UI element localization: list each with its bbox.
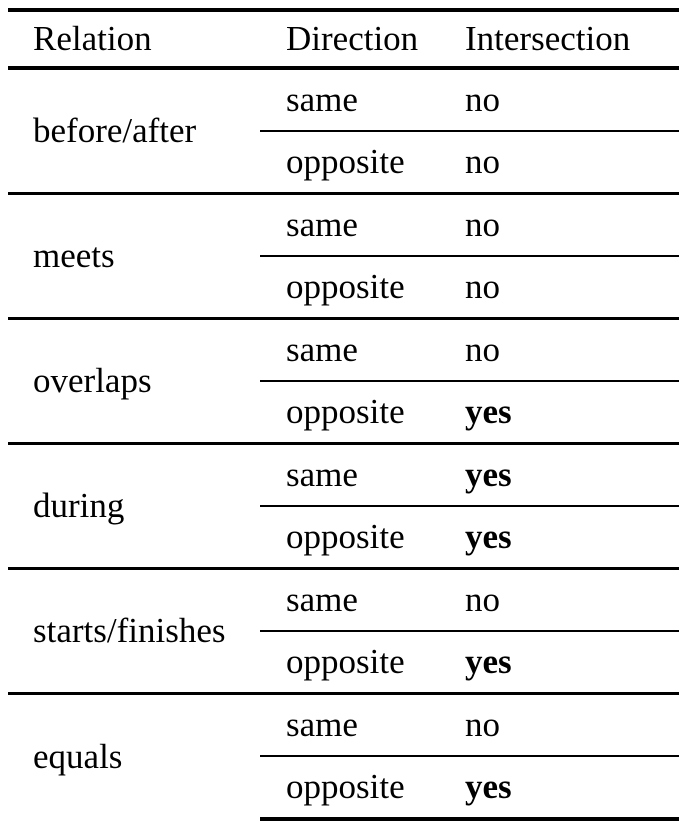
intersection-cell: yes	[448, 755, 679, 821]
direction-cell: opposite	[260, 130, 448, 194]
intersection-cell: no	[448, 317, 679, 381]
table-header: Relation Direction Intersection	[8, 8, 679, 70]
table-row: equals same no	[8, 692, 679, 819]
relation-cell: before/after	[8, 66, 260, 194]
table-row: before/after same no	[8, 66, 679, 194]
table-row: meets same no	[8, 192, 679, 319]
table-row: overlaps same no	[8, 317, 679, 444]
intersection-cell: yes	[448, 630, 679, 694]
direction-cell: opposite	[260, 630, 448, 694]
header-direction: Direction	[260, 8, 448, 70]
table-row: opposite no	[8, 130, 679, 194]
relation-cell: during	[8, 442, 260, 569]
direction-cell: same	[260, 692, 448, 756]
relation-cell: meets	[8, 192, 260, 319]
relation-cell: equals	[8, 692, 260, 819]
direction-cell: same	[260, 317, 448, 381]
header-relation: Relation	[8, 8, 260, 70]
intersection-cell: yes	[448, 505, 679, 569]
table-row: opposite no	[8, 255, 679, 319]
header-intersection: Intersection	[448, 8, 679, 70]
direction-cell: same	[260, 567, 448, 631]
relation-cell: overlaps	[8, 317, 260, 444]
direction-cell: opposite	[260, 255, 448, 319]
direction-cell: same	[260, 66, 448, 131]
header-row: Relation Direction Intersection	[8, 8, 679, 70]
intersection-cell: yes	[448, 442, 679, 506]
relation-cell: starts/finishes	[8, 567, 260, 694]
table-row: opposite yes	[8, 630, 679, 694]
direction-cell: opposite	[260, 380, 448, 444]
table-row: opposite yes	[8, 380, 679, 444]
direction-cell: opposite	[260, 755, 448, 821]
table-row: during same yes	[8, 442, 679, 569]
table-row: starts/finishes same no	[8, 567, 679, 694]
intersection-cell: no	[448, 567, 679, 631]
intersection-cell: no	[448, 130, 679, 194]
intersection-cell: no	[448, 255, 679, 319]
table-row: opposite yes	[8, 755, 679, 821]
direction-cell: same	[260, 442, 448, 506]
intersection-cell: no	[448, 192, 679, 256]
intersection-cell: no	[448, 66, 679, 131]
direction-cell: same	[260, 192, 448, 256]
intersection-cell: no	[448, 692, 679, 756]
table-row: opposite yes	[8, 505, 679, 569]
intersection-cell: yes	[448, 380, 679, 444]
table-body: before/after same no opposite no meets same no o…	[8, 66, 679, 821]
direction-cell: opposite	[260, 505, 448, 569]
relations-table: Relation Direction Intersection before/a…	[8, 8, 679, 821]
